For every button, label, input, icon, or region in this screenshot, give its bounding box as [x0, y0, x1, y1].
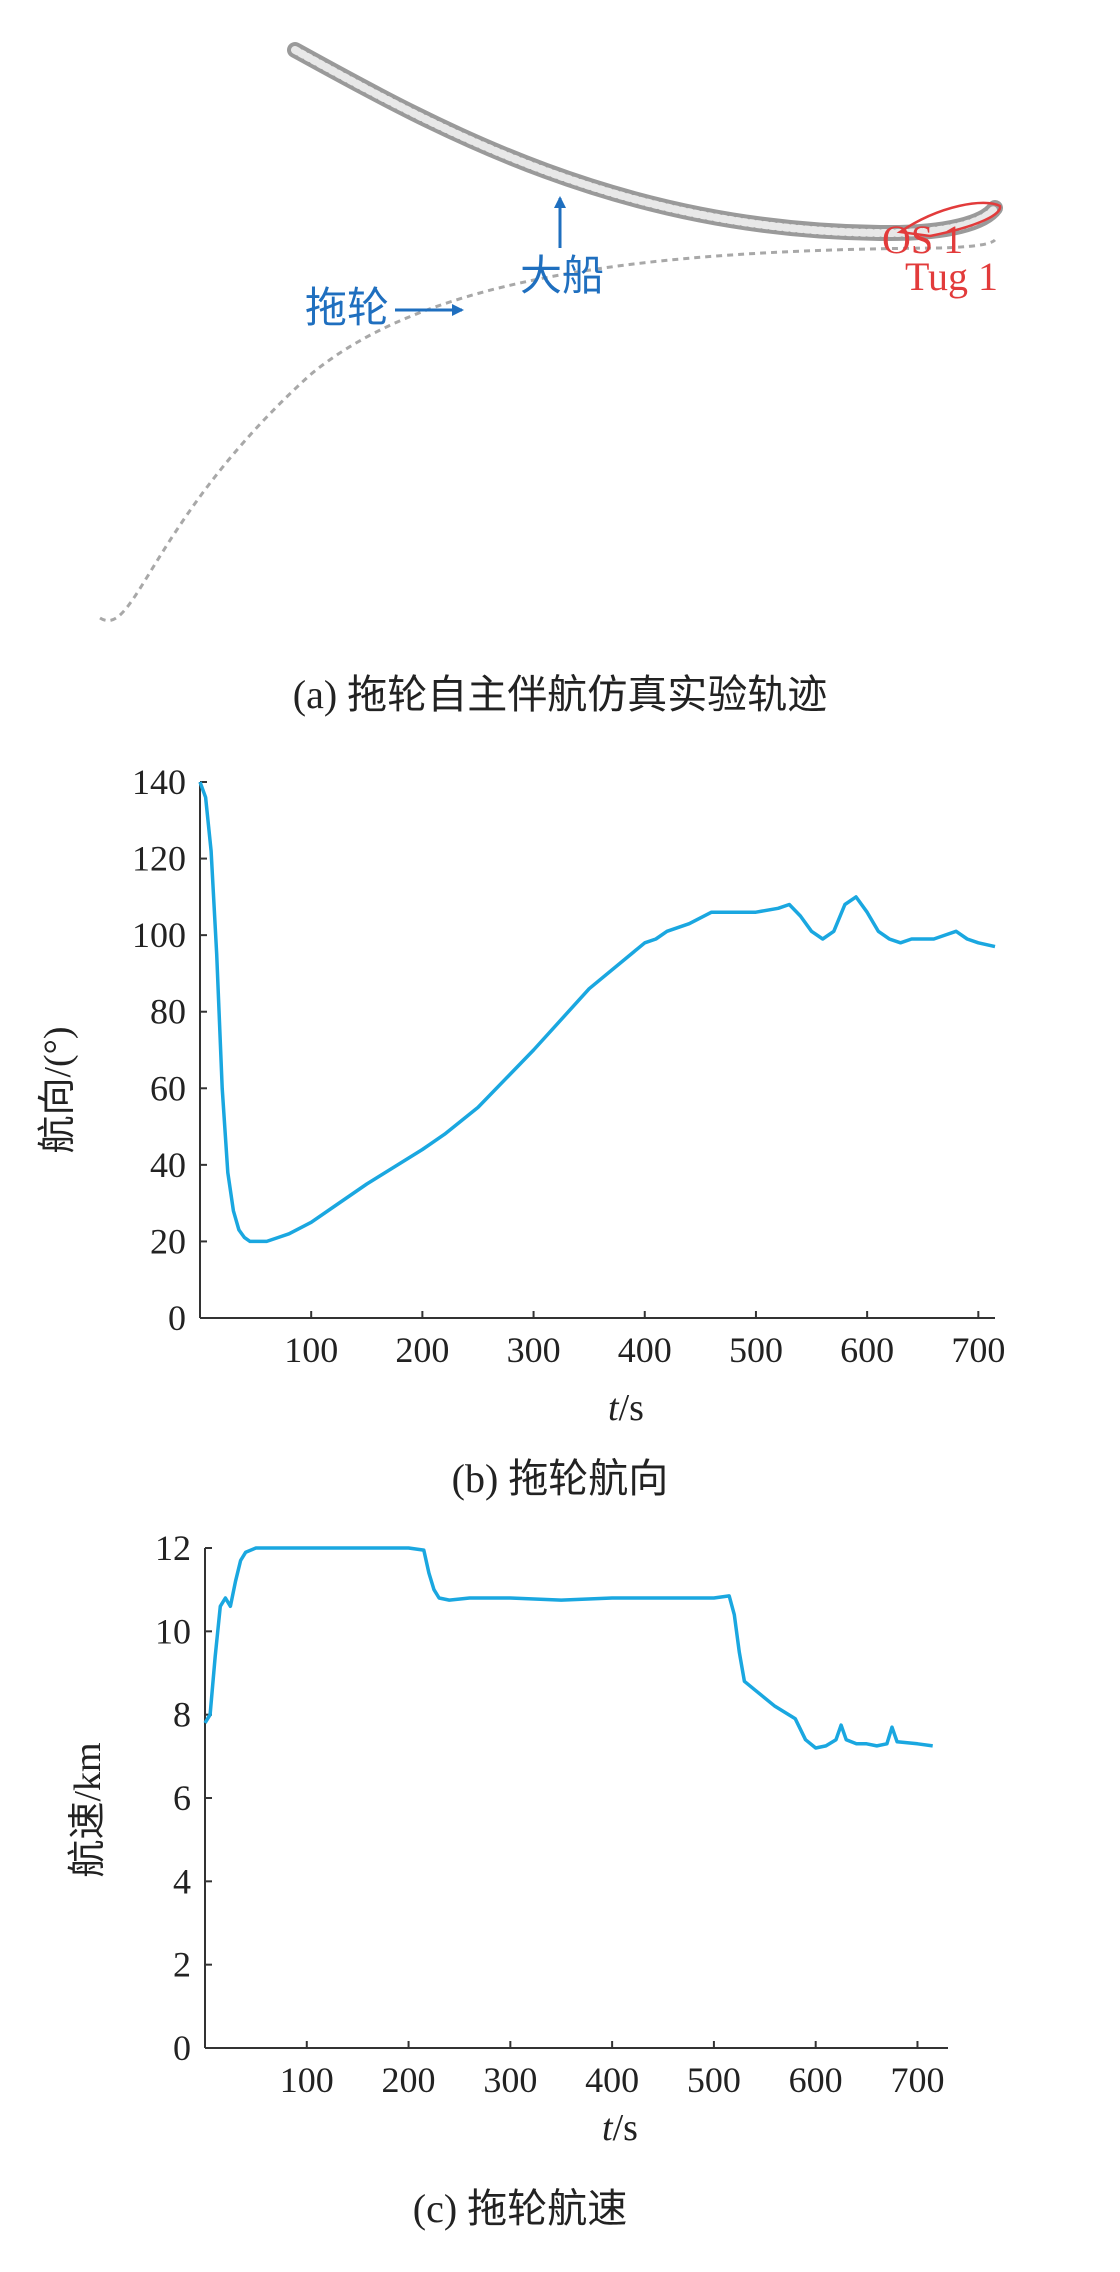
speed-ylabel: 航速/km: [67, 1742, 109, 1877]
heading-axes: 0 20 40 60 80 100 120 140 100 200 300 400 500 600 700: [132, 762, 1005, 1370]
heading-line: [198, 781, 996, 1244]
heading-ytick-label: 60: [150, 1068, 186, 1108]
speed-xtick-label: 200: [382, 2060, 436, 2100]
speed-xtick-label: 500: [687, 2060, 741, 2100]
heading-ytick-label: 120: [132, 839, 186, 879]
speed-xlabel: t/s: [602, 2107, 638, 2149]
heading-xtick-label: 600: [840, 1330, 894, 1370]
heading-xlabel-unit: /s: [619, 1387, 644, 1429]
heading-xtick-label: 700: [951, 1330, 1005, 1370]
ship-track-inner: [291, 46, 999, 238]
speed-ytick-label: 8: [173, 1695, 191, 1735]
heading-xlabel: t/s: [608, 1387, 644, 1429]
speed-ytick-label: 10: [155, 1611, 191, 1651]
speed-ytick-label: 12: [155, 1528, 191, 1568]
heading-xlabel-t: t: [608, 1387, 620, 1429]
heading-xtick-label: 200: [395, 1330, 449, 1370]
speed-ytick-label: 6: [173, 1778, 191, 1818]
os1-outline: [896, 201, 1002, 238]
label-ship: 大船: [520, 251, 604, 300]
heading-ytick-label: 80: [150, 992, 186, 1032]
caption-b: (b) 拖轮航向: [452, 1456, 669, 1501]
speed-line: [203, 1546, 933, 1750]
speed-xtick-label: 600: [789, 2060, 843, 2100]
heading-ytick-label: 140: [132, 762, 186, 802]
heading-ytick-label: 0: [168, 1298, 186, 1338]
panel-a: 大船 拖轮 OS 1 Tug 1 (a) 拖轮自主伴航仿真实验轨迹: [99, 42, 1003, 717]
heading-xtick-label: 300: [507, 1330, 561, 1370]
panel-c: 0 2 4 6 8 10 12 100 200 300 400 500 600 700 航速/km t/s…: [67, 1528, 948, 2231]
label-tug1: Tug 1: [905, 254, 998, 299]
heading-ytick-label: 100: [132, 915, 186, 955]
speed-ytick-label: 2: [173, 1945, 191, 1985]
speed-xtick-label: 300: [483, 2060, 537, 2100]
heading-xtick-label: 500: [729, 1330, 783, 1370]
caption-a: (a) 拖轮自主伴航仿真实验轨迹: [293, 672, 827, 717]
speed-xtick-label: 700: [890, 2060, 944, 2100]
heading-ytick-label: 20: [150, 1221, 186, 1261]
heading-xtick-label: 400: [618, 1330, 672, 1370]
speed-xlabel-unit: /s: [613, 2107, 638, 2149]
caption-c: (c) 拖轮航速: [413, 2186, 627, 2231]
heading-ytick-label: 40: [150, 1145, 186, 1185]
speed-xlabel-t: t: [602, 2107, 614, 2149]
heading-xtick-label: 100: [284, 1330, 338, 1370]
speed-xtick-label: 400: [585, 2060, 639, 2100]
speed-ytick-label: 4: [173, 1861, 191, 1901]
speed-xtick-label: 100: [280, 2060, 334, 2100]
label-tug: 拖轮: [305, 283, 389, 332]
label-os1: OS 1: [882, 217, 963, 262]
speed-ytick-label: 0: [173, 2028, 191, 2068]
heading-ylabel: 航向/(°): [37, 1026, 79, 1153]
speed-axes: 0 2 4 6 8 10 12 100 200 300 400 500 600 700: [155, 1528, 948, 2100]
